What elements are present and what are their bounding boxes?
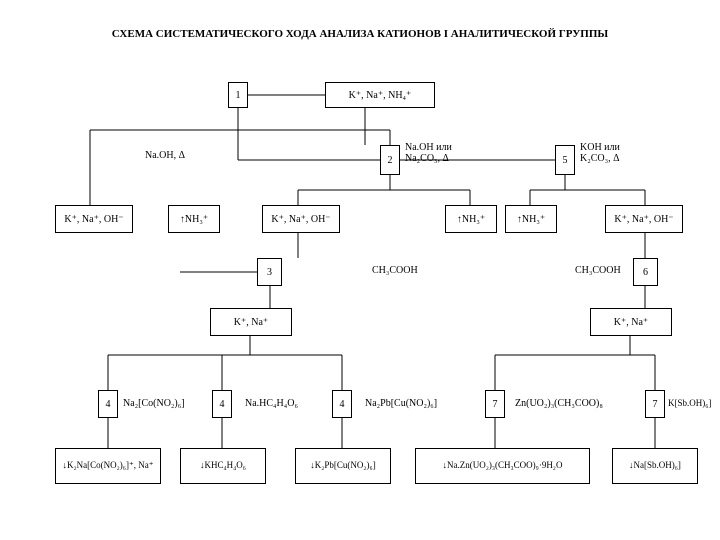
- node-4c: 4: [332, 390, 352, 418]
- node-7a: 7: [485, 390, 505, 418]
- node-nh3-1: ↑NH₃⁺: [168, 205, 220, 233]
- node-4a: 4: [98, 390, 118, 418]
- node-2: 2: [380, 145, 400, 175]
- node-bot5: ↓Na[Sb.OH)₆]: [612, 448, 698, 484]
- diagram-title: СХЕМА СИСТЕМАТИЧЕСКОГО ХОДА АНАЛИЗА КАТИ…: [0, 28, 720, 40]
- node-6: 6: [633, 258, 658, 286]
- label-koh-or: KOH или K₂CO₃, Δ: [580, 142, 620, 164]
- node-nh3-3: ↑NH₃⁺: [505, 205, 557, 233]
- label-reag3: Na₂Pb[Cu(NO₂)₆]: [365, 398, 437, 409]
- node-bot3: ↓K₂Pb[Cu(NO₂)₆]: [295, 448, 391, 484]
- label-naoh: Na.OH, Δ: [145, 150, 185, 161]
- node-kna-left: K⁺, Na⁺: [210, 308, 292, 336]
- label-naoh-or: Na.OH или Na₂CO₃, Δ: [405, 142, 452, 164]
- node-nh3-2: ↑NH₃⁺: [445, 205, 497, 233]
- node-kna-right: K⁺, Na⁺: [590, 308, 672, 336]
- node-bot4: ↓Na.Zn(UO₂)₃(CH₃COO)₉·9H₂O: [415, 448, 590, 484]
- node-4b: 4: [212, 390, 232, 418]
- label-ch3cooh-right: CH₃COOH: [575, 265, 621, 276]
- label-reag5: K[Sb.OH)₆]: [668, 398, 711, 408]
- node-knaoh-left: K⁺, Na⁺, OH⁻: [55, 205, 133, 233]
- label-reag4: Zn(UO₂)₃(CH₃COO)₈: [515, 398, 603, 409]
- node-7b: 7: [645, 390, 665, 418]
- node-top-ions: K⁺, Na⁺, NH₄⁺: [325, 82, 435, 108]
- node-1: 1: [228, 82, 248, 108]
- node-bot2: ↓KHC₄H₄O₆: [180, 448, 266, 484]
- node-knaoh-right: K⁺, Na⁺, OH⁻: [605, 205, 683, 233]
- label-reag2: Na.HC₄H₄O₆: [245, 398, 298, 409]
- label-reag1: Na₂[Co(NO₂)₆]: [123, 398, 185, 409]
- label-ch3cooh-left: CH₃COOH: [372, 265, 418, 276]
- node-3: 3: [257, 258, 282, 286]
- node-5: 5: [555, 145, 575, 175]
- node-knaoh-mid: K⁺, Na⁺, OH⁻: [262, 205, 340, 233]
- node-bot1: ↓K₂Na[Co(NO₂)₆]⁺, Na⁺: [55, 448, 161, 484]
